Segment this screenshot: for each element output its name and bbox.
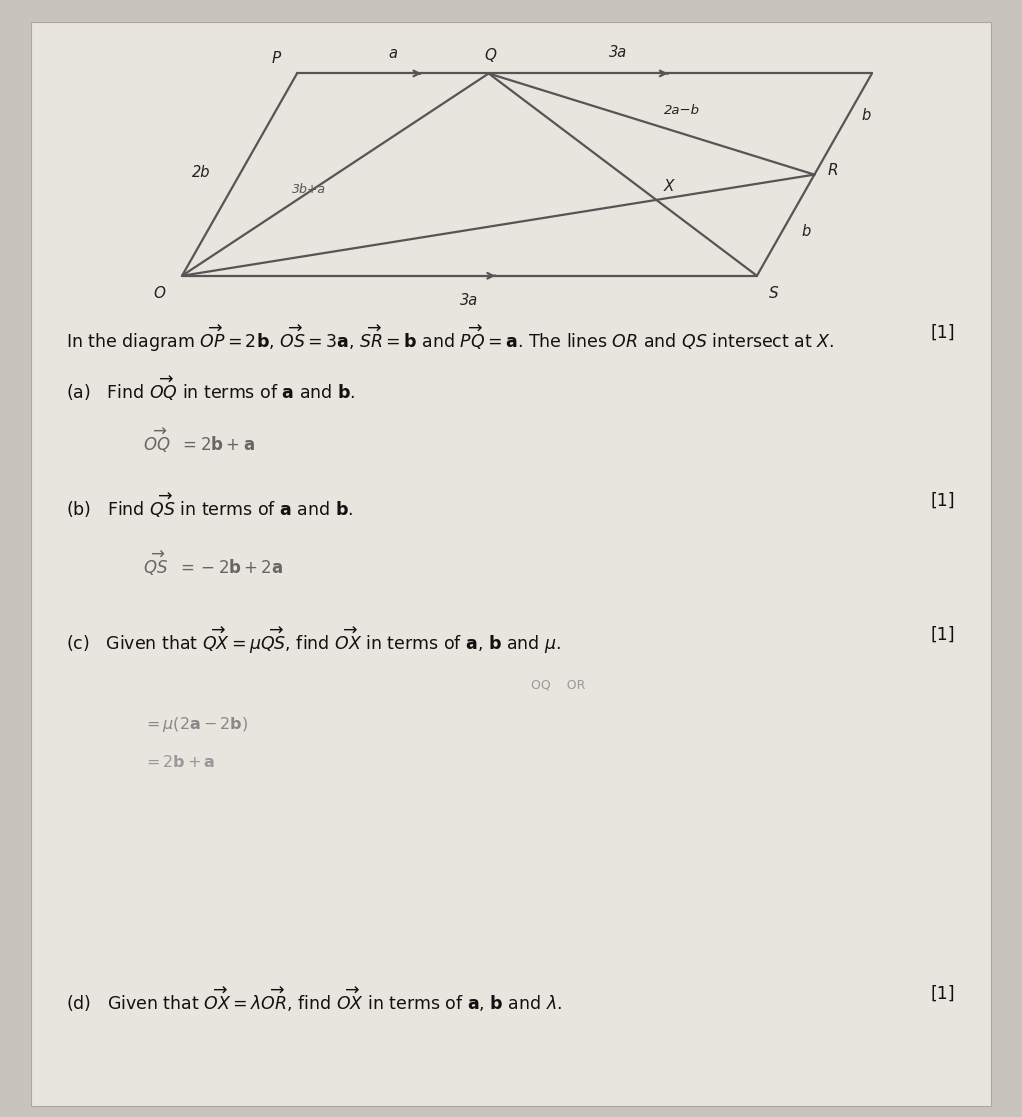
- Text: $= \mu(2\mathbf{a}-2\mathbf{b})$: $= \mu(2\mathbf{a}-2\mathbf{b})$: [143, 715, 248, 734]
- Text: P: P: [272, 51, 281, 66]
- Text: R: R: [828, 163, 838, 178]
- Text: OQ    OR: OQ OR: [531, 678, 586, 691]
- Text: b: b: [861, 107, 871, 123]
- Text: Q: Q: [484, 48, 497, 63]
- Text: S: S: [769, 286, 778, 302]
- Text: (c)   Given that $\overrightarrow{QX}=\mu\overrightarrow{QS}$, find $\overrighta: (c) Given that $\overrightarrow{QX}=\mu\…: [66, 626, 561, 656]
- Text: $\overrightarrow{OQ}$  $= 2\mathbf{b}+\mathbf{a}$: $\overrightarrow{OQ}$ $= 2\mathbf{b}+\ma…: [143, 427, 256, 455]
- Text: (d)   Given that $\overrightarrow{OX}=\lambda\overrightarrow{OR}$, find $\overri: (d) Given that $\overrightarrow{OX}=\lam…: [66, 985, 562, 1013]
- Text: 3a: 3a: [460, 293, 478, 308]
- Text: [1]: [1]: [931, 626, 956, 643]
- Text: (a)   Find $\overrightarrow{OQ}$ in terms of $\mathbf{a}$ and $\mathbf{b}$.: (a) Find $\overrightarrow{OQ}$ in terms …: [66, 374, 356, 402]
- Text: X: X: [663, 179, 673, 194]
- Text: b: b: [801, 225, 810, 239]
- Text: 3a: 3a: [609, 45, 628, 59]
- Text: $= 2\mathbf{b}+\mathbf{a}$: $= 2\mathbf{b}+\mathbf{a}$: [143, 754, 216, 770]
- Text: O: O: [153, 286, 166, 302]
- Text: (b)   Find $\overrightarrow{QS}$ in terms of $\mathbf{a}$ and $\mathbf{b}$.: (b) Find $\overrightarrow{QS}$ in terms …: [66, 491, 354, 519]
- Text: [1]: [1]: [931, 324, 956, 342]
- Text: 2b: 2b: [191, 165, 210, 180]
- Text: a: a: [388, 46, 398, 60]
- Text: [1]: [1]: [931, 491, 956, 509]
- Text: [1]: [1]: [931, 985, 956, 1003]
- Text: In the diagram $\overrightarrow{OP}=2\mathbf{b}$, $\overrightarrow{OS}=3\mathbf{: In the diagram $\overrightarrow{OP}=2\ma…: [66, 324, 835, 354]
- Text: 3b+a: 3b+a: [291, 183, 326, 197]
- Text: $\overrightarrow{QS}$  $= -2\mathbf{b}+2\mathbf{a}$: $\overrightarrow{QS}$ $= -2\mathbf{b}+2\…: [143, 550, 283, 577]
- Text: 2a−b: 2a−b: [664, 104, 700, 117]
